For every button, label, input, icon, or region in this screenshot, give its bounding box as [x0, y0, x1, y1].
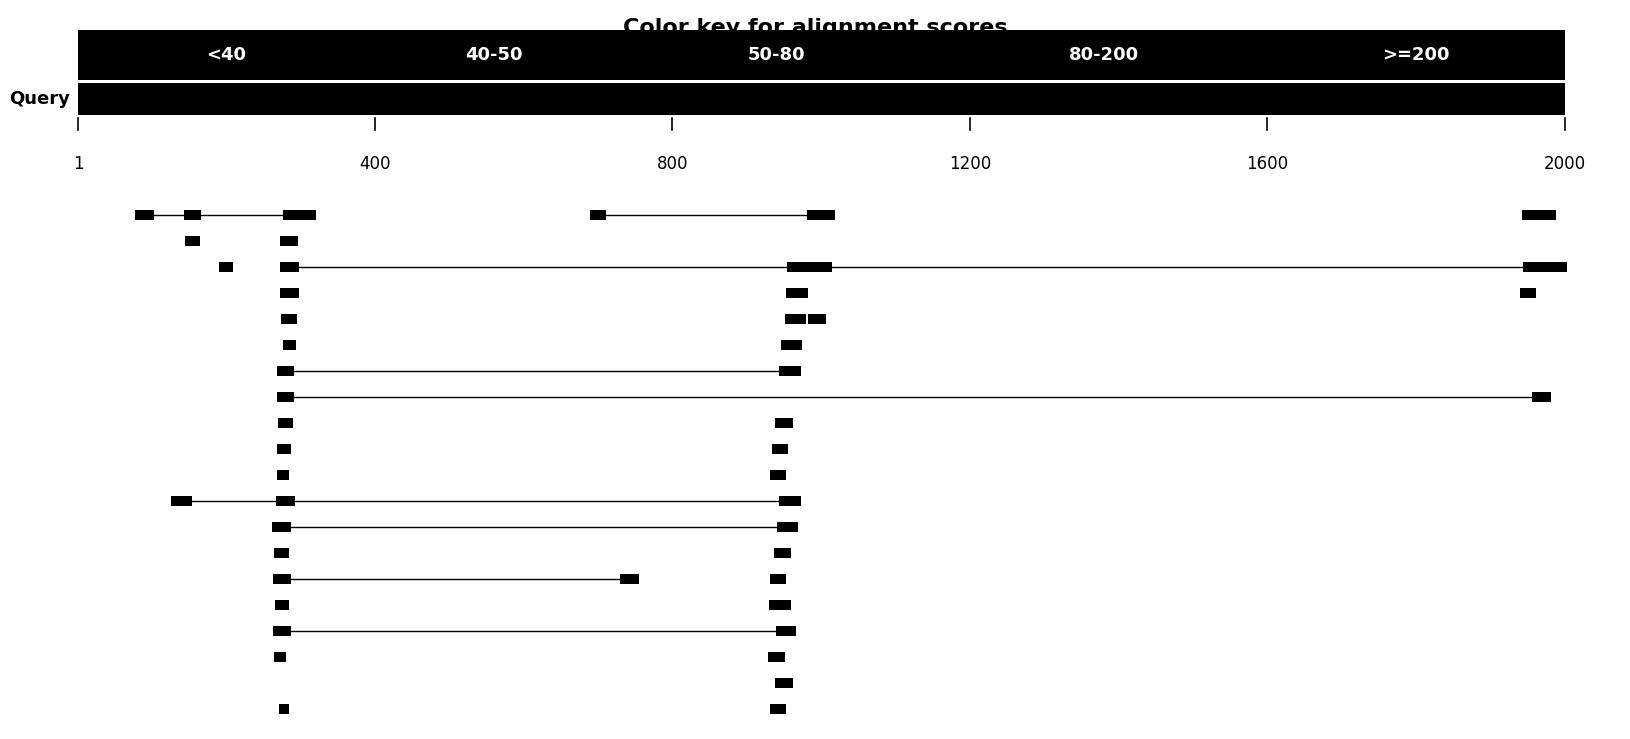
Bar	[1522, 210, 1542, 220]
Bar	[282, 340, 297, 350]
Bar	[279, 418, 293, 428]
Bar	[297, 210, 316, 220]
Bar	[280, 314, 297, 324]
Text: >=200: >=200	[1382, 46, 1451, 64]
Bar	[778, 522, 799, 532]
Bar	[779, 496, 800, 506]
Text: 40-50: 40-50	[465, 46, 523, 64]
Text: 1600: 1600	[1247, 155, 1288, 173]
Bar	[277, 366, 295, 376]
Bar	[277, 470, 289, 480]
Bar	[779, 366, 800, 376]
Bar	[272, 626, 290, 636]
Bar	[773, 444, 789, 454]
Text: 400: 400	[359, 155, 391, 173]
Bar	[1519, 288, 1535, 298]
Bar	[774, 548, 792, 558]
Bar	[277, 444, 290, 454]
Bar	[280, 262, 298, 272]
Bar	[135, 210, 153, 220]
Bar	[274, 548, 289, 558]
Text: <40: <40	[205, 46, 246, 64]
Bar	[272, 574, 290, 584]
Bar	[279, 704, 289, 714]
Bar	[1537, 210, 1557, 220]
Bar	[808, 314, 826, 324]
Text: 50-80: 50-80	[748, 46, 805, 64]
Text: 1: 1	[73, 155, 83, 173]
Bar	[810, 262, 833, 272]
Bar	[184, 210, 200, 220]
Bar	[78, 83, 1565, 115]
Bar	[1532, 392, 1550, 402]
Bar	[1539, 262, 1555, 272]
Bar	[776, 626, 795, 636]
Text: 2000: 2000	[1544, 155, 1586, 173]
Bar	[774, 418, 792, 428]
Text: 800: 800	[657, 155, 688, 173]
Bar	[768, 652, 784, 662]
Bar	[769, 574, 786, 584]
Bar	[784, 314, 805, 324]
Bar	[275, 496, 295, 506]
Bar	[807, 210, 835, 220]
Bar	[1548, 262, 1566, 272]
Bar	[274, 652, 285, 662]
Bar	[220, 262, 233, 272]
Bar	[186, 236, 200, 246]
Bar	[619, 574, 639, 584]
Bar	[786, 288, 808, 298]
Bar	[275, 600, 289, 610]
Bar	[774, 678, 792, 688]
Bar	[171, 496, 192, 506]
Bar	[781, 340, 802, 350]
Bar	[1522, 262, 1540, 272]
Text: 1200: 1200	[949, 155, 991, 173]
Bar	[277, 392, 293, 402]
Bar	[590, 210, 606, 220]
Bar	[769, 470, 786, 480]
Bar	[78, 30, 1565, 80]
Bar	[769, 600, 792, 610]
Text: Query: Query	[10, 90, 70, 108]
Bar	[280, 236, 298, 246]
Bar	[787, 262, 810, 272]
Bar	[272, 522, 292, 532]
Text: Color key for alignment scores: Color key for alignment scores	[623, 18, 1007, 38]
Bar	[280, 288, 298, 298]
Bar	[282, 210, 303, 220]
Bar	[769, 704, 786, 714]
Text: 80-200: 80-200	[1069, 46, 1139, 64]
